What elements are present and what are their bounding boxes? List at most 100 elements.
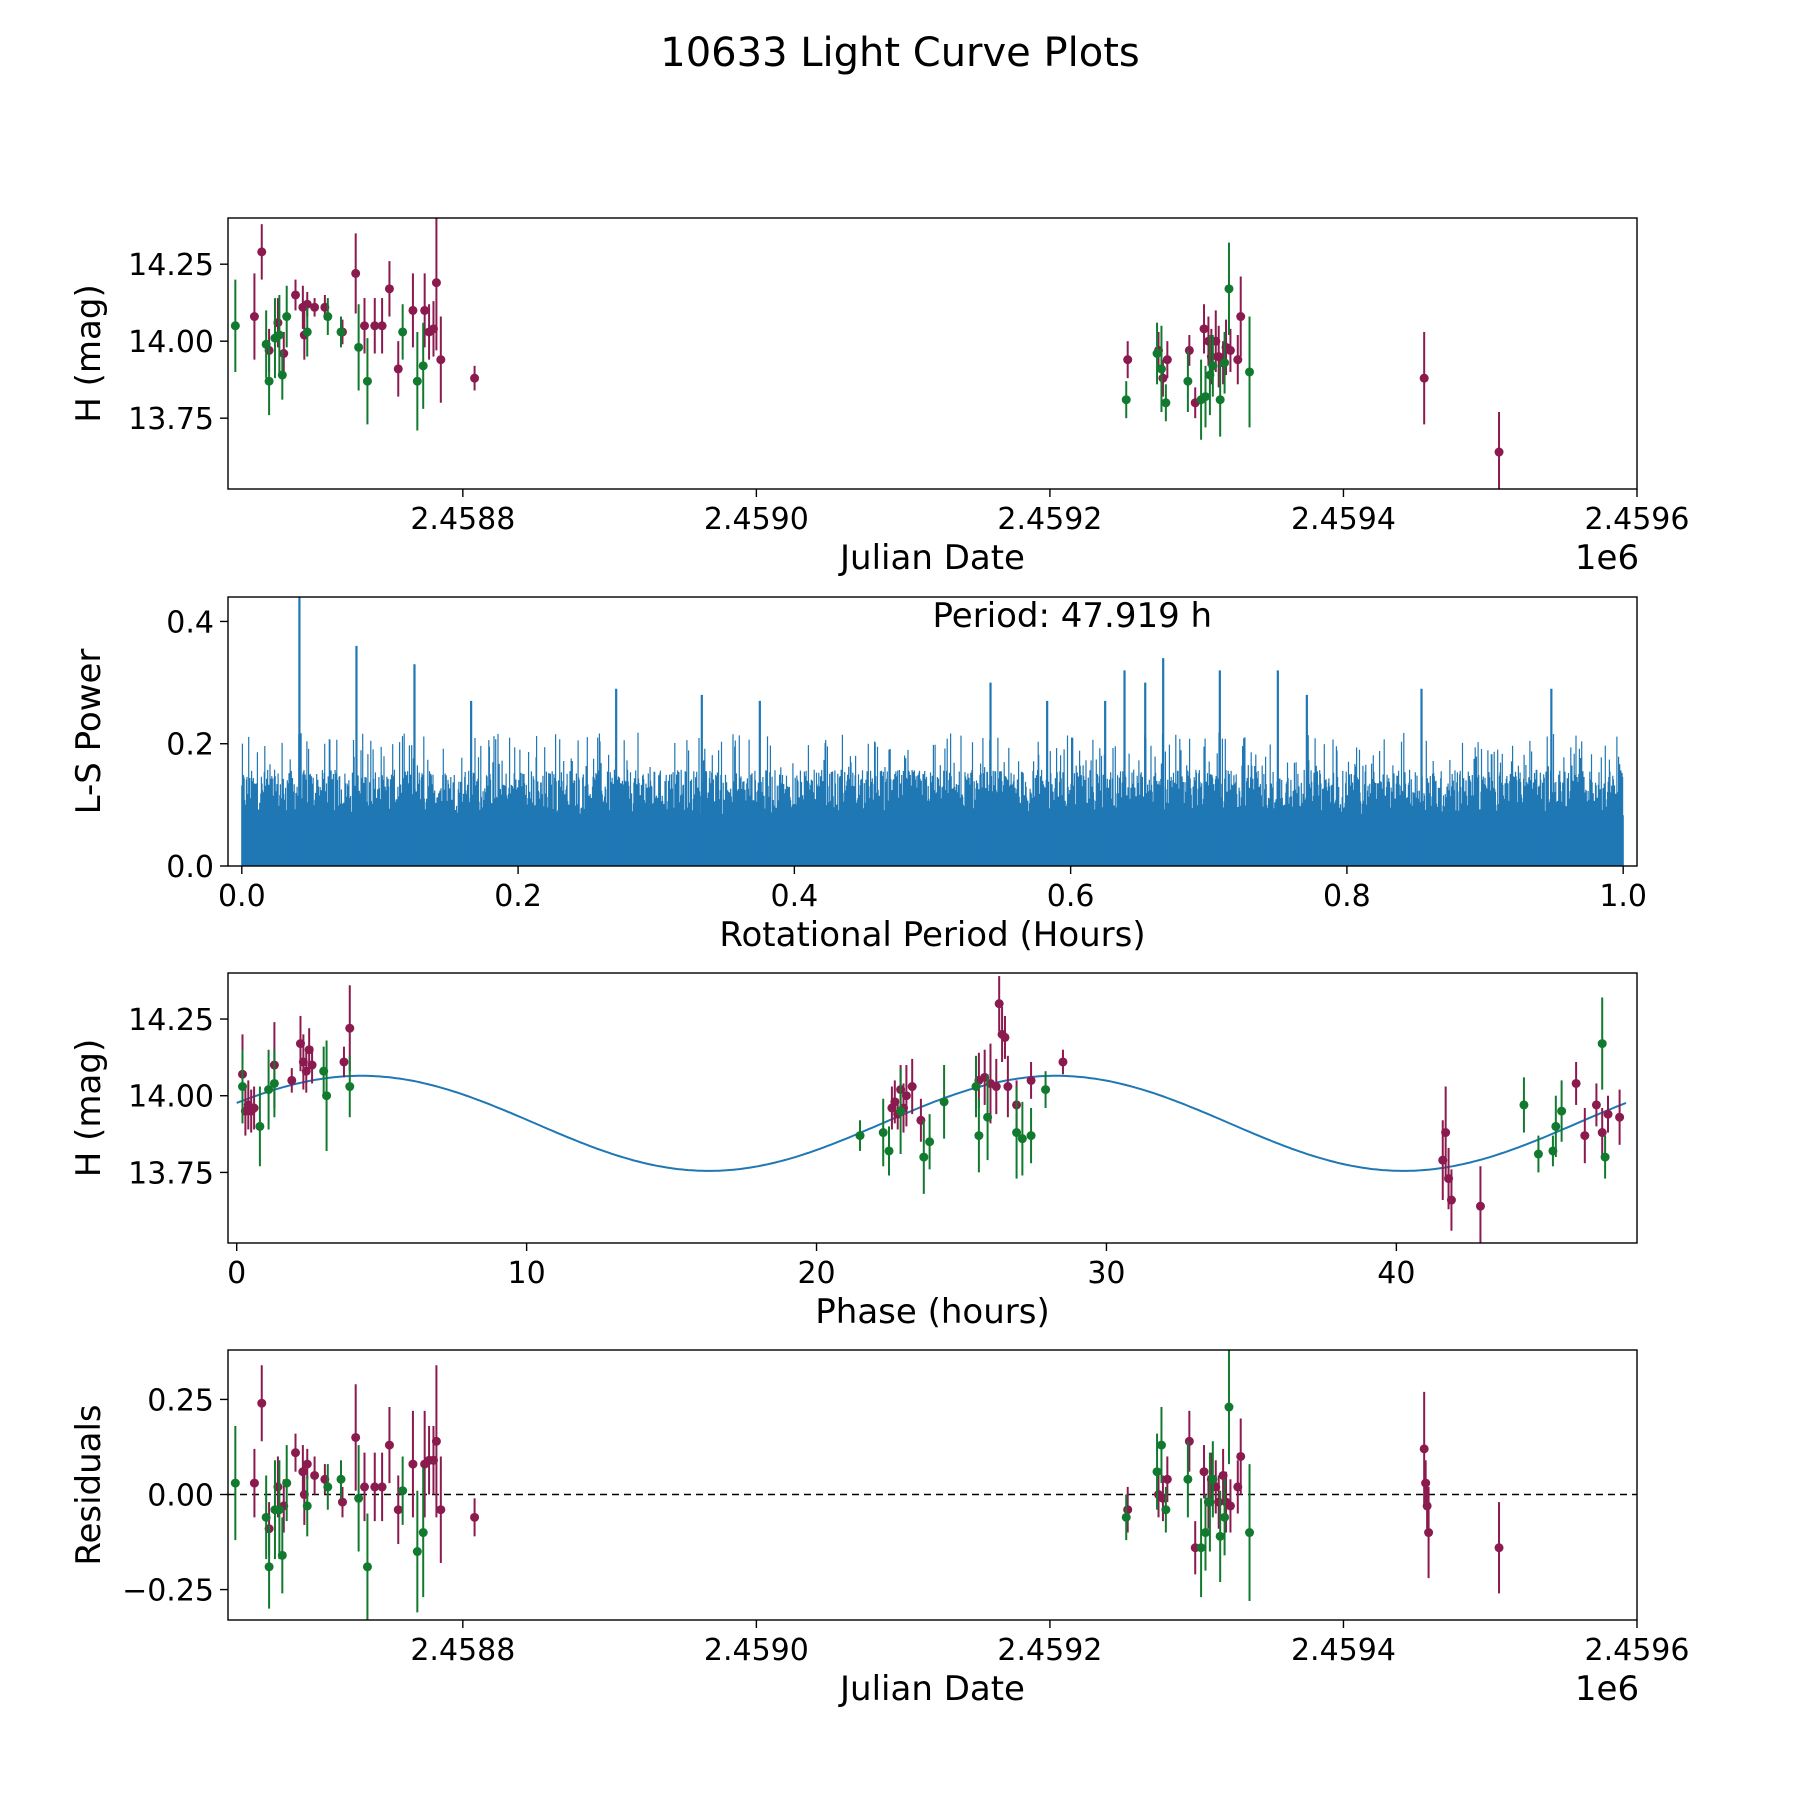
phase-folded-data-point xyxy=(974,1131,984,1141)
residuals-data-point xyxy=(302,1501,312,1511)
light-curve-data-point xyxy=(1158,373,1168,383)
phase-folded-data-point xyxy=(1551,1121,1561,1131)
residuals-data-point xyxy=(1494,1543,1504,1553)
residuals-data-point xyxy=(282,1478,292,1488)
light-curve-panel: 2.4588 2.4590 2.4592 2.4594 2.4596 13.75 14.00… xyxy=(69,217,1690,578)
phase-folded-data-point xyxy=(1058,1057,1068,1067)
light-curve-data-point xyxy=(370,321,380,331)
residuals-data-point xyxy=(1200,1528,1210,1538)
light-curve-data-point xyxy=(1225,345,1235,355)
phase-folded-panel: 0 10 20 30 40 13.75 14.00 14.25 Phase (hours) H (… xyxy=(69,972,1638,1332)
light-curve-data-point xyxy=(393,364,403,374)
periodogram-xtick-label: 0.0 xyxy=(218,879,266,914)
phase-folded-data-point xyxy=(991,1082,1001,1092)
phase-folded-data-point xyxy=(919,1152,929,1162)
light-curve-data-point xyxy=(1152,349,1162,358)
residuals-xtick-label: 2.4594 xyxy=(1291,1633,1396,1668)
residuals-data-point xyxy=(1215,1531,1225,1541)
residuals-data-point xyxy=(336,1474,346,1484)
light-curve-xtick-label: 2.4588 xyxy=(410,502,515,537)
light-curve-data-point xyxy=(470,373,480,383)
phase-folded-data-point xyxy=(1603,1109,1613,1119)
residuals-data-point xyxy=(1162,1474,1172,1484)
phase-folded-series-band-2 xyxy=(237,997,1610,1194)
residuals-series-band-1 xyxy=(249,1365,1504,1594)
phase-folded-ylabel: H (mag) xyxy=(69,1039,109,1177)
light-curve-data-point xyxy=(291,290,301,300)
phase-folded-data-point xyxy=(249,1103,259,1113)
residuals-data-point xyxy=(264,1562,274,1572)
phase-folded-data-point xyxy=(878,1128,888,1138)
light-curve-data-point xyxy=(261,339,271,349)
phase-folded-data-point xyxy=(264,1085,274,1095)
residuals-xtick-label: 2.4588 xyxy=(410,1633,515,1668)
residuals-data-point xyxy=(408,1459,418,1469)
periodogram-axes-frame xyxy=(227,596,1638,867)
light-curve-data-point xyxy=(354,342,364,352)
periodogram-panel: Period: 47.919 h 0.0 0.2 0.4 0.6 0.8 1.0 0.0 0.2… xyxy=(69,596,1647,955)
residuals-data-point xyxy=(359,1482,369,1492)
residuals-data-point xyxy=(431,1436,441,1446)
residuals-xtick-label: 2.4592 xyxy=(997,1633,1102,1668)
light-curve-data-point xyxy=(1156,364,1166,374)
phase-folded-data-point xyxy=(345,1082,355,1092)
light-curve-data-point xyxy=(359,321,369,331)
phase-folded-data-point xyxy=(1591,1100,1601,1110)
light-curve-data-point xyxy=(420,305,430,315)
periodogram-ytick-label: 0.2 xyxy=(166,728,214,763)
residuals-ytick-label: 0.00 xyxy=(147,1479,214,1514)
light-curve-data-point xyxy=(257,247,267,257)
phase-folded-ytick-label: 14.00 xyxy=(128,1080,214,1115)
phase-folded-data-point xyxy=(1017,1134,1027,1144)
phase-folded-xtick-label: 0 xyxy=(227,1256,246,1291)
phase-folded-data-point xyxy=(925,1137,935,1147)
phase-folded-data-point xyxy=(269,1078,279,1088)
light-curve-x-offset-label: 1e6 xyxy=(1575,538,1639,578)
phase-folded-data-point xyxy=(322,1091,332,1101)
light-curve-data-point xyxy=(1236,312,1246,322)
phase-folded-data-point xyxy=(1446,1195,1456,1205)
phase-folded-data-point xyxy=(1012,1128,1022,1138)
residuals-data-point xyxy=(1421,1478,1431,1488)
residuals-data-point xyxy=(354,1493,364,1503)
phase-folded-data-point xyxy=(939,1097,949,1107)
phase-folded-data-point xyxy=(971,1082,981,1092)
residuals-data-point xyxy=(1196,1543,1206,1553)
periodogram-xtick-label: 0.8 xyxy=(1323,879,1371,914)
light-curve-data-point xyxy=(1494,447,1504,457)
light-curve-axes-frame xyxy=(227,217,1638,490)
light-curve-data-point xyxy=(1245,367,1255,377)
residuals-data-point xyxy=(1220,1512,1230,1522)
light-curve-data-point xyxy=(264,376,274,386)
light-curve-xtick-label: 2.4596 xyxy=(1585,502,1690,537)
residuals-data-point xyxy=(1161,1505,1171,1515)
light-curve-data-point xyxy=(230,321,240,331)
periodogram-xlabel: Rotational Period (Hours) xyxy=(719,915,1145,955)
residuals-data-point xyxy=(323,1482,333,1492)
phase-folded-axes-frame xyxy=(227,972,1638,1244)
light-curve-data-point xyxy=(1184,345,1194,355)
phase-folded-data-point xyxy=(1519,1100,1529,1110)
residuals-data-point xyxy=(1225,1501,1235,1511)
residuals-data-point xyxy=(436,1505,446,1515)
phase-folded-fit-curve xyxy=(236,1074,1627,1172)
light-curve-series-band-2 xyxy=(230,242,1255,440)
light-curve-data-point xyxy=(310,302,320,312)
phase-folded-data-point xyxy=(255,1121,265,1131)
periodogram-ytick-label: 0.4 xyxy=(166,605,214,640)
light-curve-data-point xyxy=(323,312,333,322)
residuals-data-point xyxy=(1245,1528,1255,1538)
phase-folded-ytick-label: 13.75 xyxy=(128,1156,214,1191)
phase-folded-data-point xyxy=(287,1075,297,1085)
phase-folded-data-point xyxy=(1003,1082,1013,1092)
residuals-data-point xyxy=(398,1486,408,1496)
residuals-data-point xyxy=(291,1448,301,1458)
light-curve-data-point xyxy=(431,278,441,288)
phase-folded-data-point xyxy=(307,1060,317,1070)
residuals-data-point xyxy=(377,1482,387,1492)
light-curve-data-point xyxy=(408,305,418,315)
phase-folded-data-point xyxy=(1000,1032,1010,1042)
phase-folded-xlabel: Phase (hours) xyxy=(815,1292,1049,1332)
phase-folded-xtick-label: 20 xyxy=(797,1256,835,1291)
